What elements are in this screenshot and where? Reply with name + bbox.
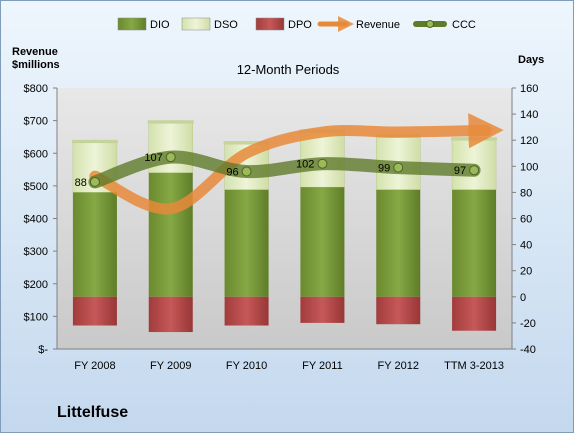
left-tick-label: $500	[24, 181, 48, 193]
x-tick-label: FY 2008	[74, 360, 115, 372]
right-tick-label: 120	[520, 135, 538, 147]
right-tick-label: 100	[520, 161, 538, 173]
left-tick-label: $800	[24, 83, 48, 95]
bar-dpo	[452, 296, 497, 331]
right-tick-label: 0	[520, 292, 526, 304]
bar-dpo	[224, 296, 269, 326]
left-axis-label-line: $millions	[12, 59, 60, 71]
legend-label-dpo: DPO	[288, 19, 312, 31]
right-tick-label: 60	[520, 214, 532, 226]
ccc-marker	[393, 162, 404, 173]
right-tick-label: -20	[520, 318, 536, 330]
ccc-data-label: 99	[378, 163, 390, 175]
ccc-data-label: 102	[296, 159, 314, 171]
left-tick-label: $300	[24, 246, 48, 258]
legend-swatch-dio	[117, 17, 147, 31]
right-tick-label: 80	[520, 187, 532, 199]
legend-label-revenue: Revenue	[356, 19, 400, 31]
legend-swatch-ccc	[413, 20, 447, 28]
ccc-data-label: 96	[226, 167, 238, 179]
legend-swatch-dso	[181, 17, 211, 31]
right-tick-label: 140	[520, 109, 538, 121]
x-tick-label: FY 2011	[302, 360, 343, 372]
left-tick-label: $100	[24, 311, 48, 323]
left-tick-label: $-	[38, 344, 48, 356]
bar-dpo	[300, 296, 345, 323]
bar-dio	[72, 192, 117, 297]
right-tick-label: 20	[520, 266, 532, 278]
left-tick-label: $600	[24, 148, 48, 160]
legend-label-ccc: CCC	[452, 19, 476, 31]
ccc-marker	[165, 152, 176, 163]
right-axis-label: Days	[518, 54, 544, 66]
x-tick-label: TTM 3-2013	[444, 360, 504, 372]
ccc-marker	[317, 158, 328, 169]
right-tick-label: 40	[520, 240, 532, 252]
bar-dio	[376, 189, 421, 297]
ccc-marker	[469, 165, 480, 176]
bar-dio	[148, 172, 193, 297]
bar-dpo	[72, 296, 117, 326]
ccc-data-label: 97	[454, 165, 466, 177]
legend-label-dio: DIO	[150, 19, 170, 31]
revenue-line	[89, 113, 504, 215]
ccc-data-label: 88	[75, 177, 87, 189]
x-tick-label: FY 2010	[226, 360, 267, 372]
company-name: Littelfuse	[57, 404, 129, 421]
left-tick-label: $700	[24, 116, 48, 128]
ccc-marker	[241, 166, 252, 177]
ccc-data-label: 107	[144, 152, 162, 164]
bar-dpo	[148, 296, 193, 333]
ccc-line	[88, 150, 481, 189]
bar-dpo	[376, 296, 421, 325]
right-tick-label: -40	[520, 344, 536, 356]
bar-dio	[300, 187, 345, 297]
left-axis-label-line: Revenue	[12, 46, 58, 58]
bar-cap	[147, 120, 194, 124]
bar-cap	[223, 141, 270, 145]
bar-cap	[71, 139, 118, 143]
x-tick-label: FY 2009	[150, 360, 191, 372]
left-axis-label: Revenue $millions	[12, 46, 60, 71]
bar-dio	[224, 189, 269, 297]
left-tick-label: $200	[24, 279, 48, 291]
legend-swatch-dpo	[255, 17, 285, 31]
bar-dio	[452, 189, 497, 297]
bar-cap	[451, 137, 498, 141]
legend-label-dso: DSO	[214, 19, 238, 31]
left-tick-label: $400	[24, 214, 48, 226]
x-tick-label: FY 2012	[378, 360, 419, 372]
chart-title: 12-Month Periods	[237, 62, 340, 77]
right-tick-label: 160	[520, 83, 538, 95]
ccc-marker	[89, 176, 100, 187]
